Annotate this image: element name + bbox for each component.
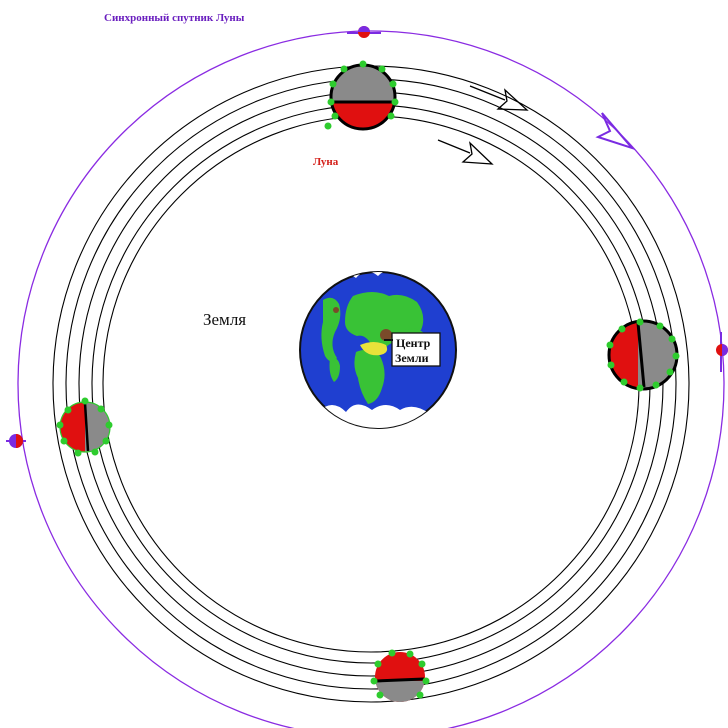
satellite-orbit [17, 30, 725, 728]
earth-center-label-line1: Центр [396, 336, 431, 350]
satellite-label: Синхронный спутник Луны [104, 12, 245, 24]
earth-label: Земля [203, 310, 246, 329]
satellite-marker-icon [6, 434, 26, 448]
direction-arrow-icon [595, 112, 636, 151]
satellite-marker-icon [716, 332, 728, 372]
moon-phase-icon [370, 649, 430, 702]
moon-phase-icon [56, 397, 113, 457]
moon-phase-icon [606, 318, 680, 392]
moon-phase-icon [324, 60, 399, 131]
earth-center-label-box [391, 332, 441, 367]
direction-arrow-icon [437, 139, 494, 165]
earth-center-label-line2: Земли [395, 351, 429, 365]
direction-arrow-icon [469, 85, 529, 111]
satellite-marker-icon [347, 26, 381, 38]
moon-label: Луна [313, 156, 339, 168]
